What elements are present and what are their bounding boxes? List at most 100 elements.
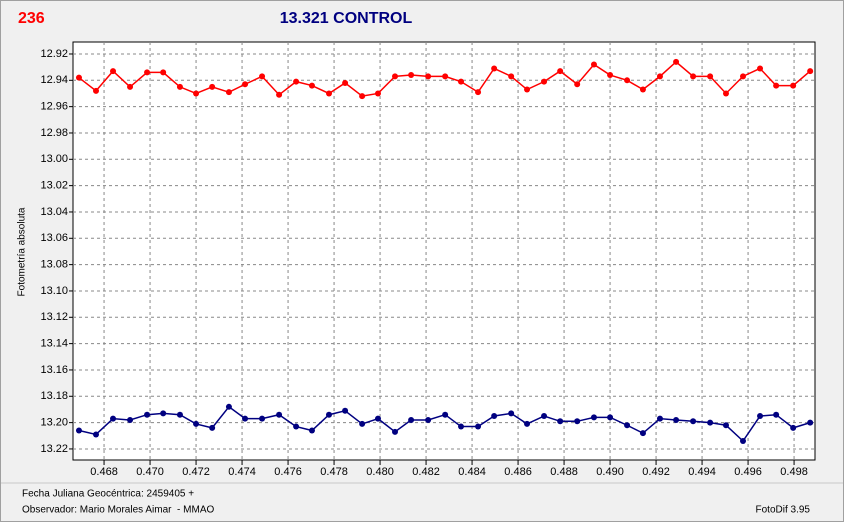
footer-date: Fecha Juliana Geocéntrica: 2459405 + bbox=[22, 489, 194, 500]
data-point bbox=[639, 86, 646, 93]
data-point bbox=[93, 87, 100, 94]
data-point bbox=[624, 77, 631, 84]
data-point bbox=[524, 420, 531, 427]
data-point bbox=[276, 411, 283, 418]
data-point bbox=[242, 81, 249, 88]
y-tick-label: 13.02 bbox=[40, 180, 68, 192]
data-point bbox=[425, 73, 432, 80]
data-point bbox=[225, 89, 232, 96]
data-point bbox=[110, 415, 117, 422]
data-point bbox=[541, 78, 548, 85]
data-point bbox=[93, 431, 100, 438]
x-tick-label: 0.478 bbox=[320, 466, 348, 478]
y-tick-label: 13.16 bbox=[40, 364, 68, 376]
x-tick-label: 0.490 bbox=[596, 466, 624, 478]
data-point bbox=[308, 82, 315, 89]
data-point bbox=[392, 428, 399, 435]
x-tick-label: 0.476 bbox=[274, 466, 302, 478]
data-point bbox=[144, 69, 151, 76]
footer-software: FotoDif 3.95 bbox=[756, 505, 811, 516]
x-tick-label: 0.496 bbox=[734, 466, 762, 478]
data-point bbox=[707, 419, 714, 426]
y-tick-label: 12.98 bbox=[40, 127, 68, 139]
data-point bbox=[557, 68, 564, 75]
x-tick-label: 0.482 bbox=[412, 466, 440, 478]
data-point bbox=[374, 415, 381, 422]
data-point bbox=[110, 68, 117, 75]
data-point bbox=[475, 423, 482, 430]
data-point bbox=[757, 65, 764, 72]
data-point bbox=[773, 82, 780, 89]
data-point bbox=[790, 82, 797, 89]
data-point bbox=[75, 74, 82, 81]
data-point bbox=[590, 414, 597, 421]
data-point bbox=[259, 415, 266, 422]
y-tick-label: 12.94 bbox=[40, 74, 68, 86]
x-tick-label: 0.470 bbox=[136, 466, 164, 478]
data-point bbox=[359, 420, 366, 427]
data-point bbox=[209, 83, 216, 90]
data-point bbox=[773, 411, 780, 418]
data-point bbox=[475, 89, 482, 96]
data-point bbox=[807, 68, 814, 75]
data-point bbox=[176, 411, 183, 418]
y-tick-label: 13.20 bbox=[40, 417, 68, 429]
data-point bbox=[790, 424, 797, 431]
data-point bbox=[160, 410, 167, 417]
data-point bbox=[442, 73, 449, 80]
y-tick-label: 13.22 bbox=[40, 443, 68, 455]
star-label: 236 bbox=[18, 10, 45, 27]
data-point bbox=[508, 73, 515, 80]
x-tick-label: 0.494 bbox=[688, 466, 716, 478]
data-point bbox=[242, 415, 249, 422]
data-point bbox=[342, 79, 349, 86]
chart-title: 13.321 CONTROL bbox=[280, 10, 413, 27]
data-point bbox=[193, 90, 200, 97]
data-point bbox=[673, 58, 680, 65]
x-tick-label: 0.468 bbox=[90, 466, 118, 478]
data-point bbox=[707, 73, 714, 80]
footer-observer: Observador: Mario Morales Aimar - MMAO bbox=[22, 505, 214, 516]
data-point bbox=[491, 65, 498, 72]
data-point bbox=[574, 418, 581, 425]
data-point bbox=[325, 411, 332, 418]
x-tick-label: 0.484 bbox=[458, 466, 486, 478]
y-tick-label: 13.14 bbox=[40, 338, 68, 350]
data-point bbox=[508, 410, 515, 417]
data-point bbox=[757, 413, 764, 420]
x-tick-label: 0.498 bbox=[780, 466, 808, 478]
x-tick-label: 0.492 bbox=[642, 466, 670, 478]
data-point bbox=[607, 414, 614, 421]
data-point bbox=[293, 423, 300, 430]
data-point bbox=[209, 424, 216, 431]
data-point bbox=[722, 90, 729, 97]
data-point bbox=[524, 86, 531, 93]
data-point bbox=[359, 93, 366, 100]
data-point bbox=[225, 403, 232, 410]
data-point bbox=[458, 423, 465, 430]
y-tick-label: 13.12 bbox=[40, 311, 68, 323]
data-point bbox=[176, 83, 183, 90]
data-point bbox=[408, 72, 415, 79]
y-tick-label: 13.18 bbox=[40, 390, 68, 402]
y-axis-label: Fotometría absoluta bbox=[17, 207, 28, 296]
data-point bbox=[491, 413, 498, 420]
y-tick-label: 13.00 bbox=[40, 153, 68, 165]
data-point bbox=[656, 415, 663, 422]
data-point bbox=[342, 407, 349, 414]
x-tick-label: 0.474 bbox=[228, 466, 256, 478]
data-point bbox=[624, 422, 631, 429]
plot-area bbox=[72, 41, 816, 461]
y-tick-label: 13.10 bbox=[40, 285, 68, 297]
x-tick-label: 0.488 bbox=[550, 466, 578, 478]
data-point bbox=[408, 416, 415, 423]
y-tick-label: 12.92 bbox=[40, 48, 68, 60]
data-point bbox=[392, 73, 399, 80]
data-point bbox=[740, 73, 747, 80]
data-point bbox=[639, 430, 646, 437]
y-tick-label: 13.04 bbox=[40, 206, 68, 218]
data-point bbox=[690, 73, 697, 80]
data-point bbox=[656, 73, 663, 80]
y-tick-label: 12.96 bbox=[40, 101, 68, 113]
data-point bbox=[160, 69, 167, 76]
